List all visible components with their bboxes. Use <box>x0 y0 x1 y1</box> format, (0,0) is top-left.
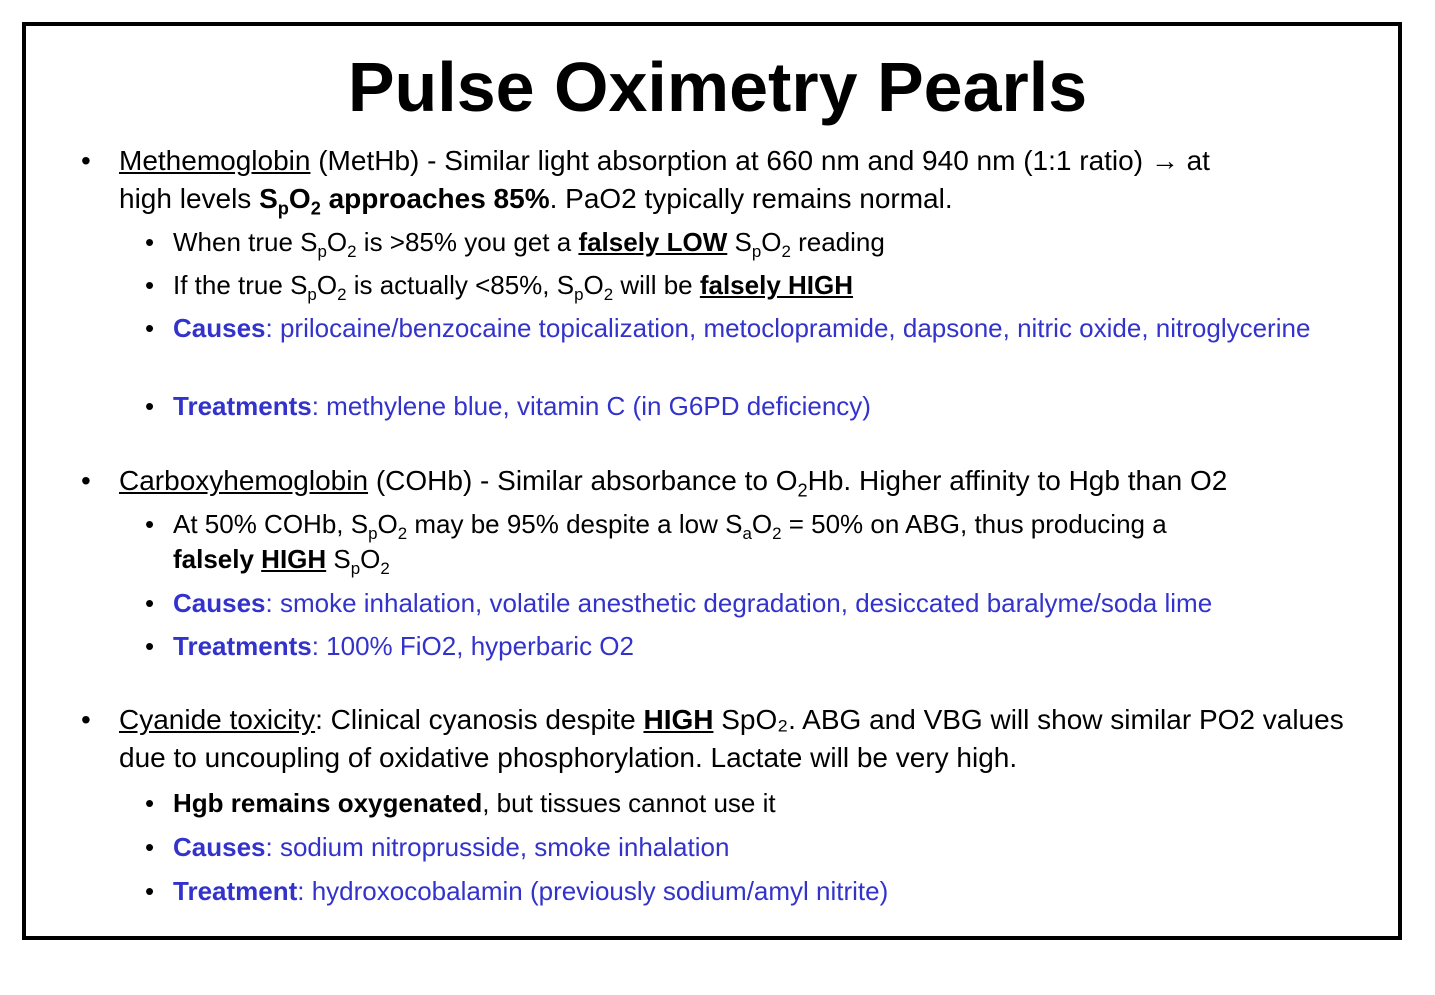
methb-causes: Causes: prilocaine/benzocaine topicaliza… <box>145 311 1383 346</box>
cyanide-causes: Causes: sodium nitroprusside, smoke inha… <box>145 830 1383 865</box>
causes-text: : sodium nitroprusside, smoke inhalation <box>265 832 730 862</box>
spo2-label: SpO2 <box>290 270 347 305</box>
methb-treatments: Treatments: methylene blue, vitamin C (i… <box>145 389 1383 424</box>
methb-line2-rest: . PaO2 typically remains normal. <box>549 183 953 214</box>
cohb-sub-falsely-high: At 50% COHb, SpO2 may be 95% despite a l… <box>145 507 1383 579</box>
spo2-label: SpO2 <box>300 227 357 262</box>
falsely-low-emphasis: falsely LOW <box>578 227 728 257</box>
cyanide-term: Cyanide toxicity <box>119 704 316 735</box>
methb-sub-falsely-low: When true SpO2 is >85% you get a falsely… <box>145 225 1383 262</box>
page-title: Pulse Oximetry Pearls <box>347 48 1088 126</box>
causes-label: Causes <box>173 588 266 618</box>
causes-label: Causes <box>173 313 266 343</box>
cyanide-sub-hgb: Hgb remains oxygenated, but tissues cann… <box>145 786 1383 821</box>
bullet-carboxyhemoglobin: Carboxyhemoglobin (COHb) - Similar absor… <box>81 462 1384 501</box>
cohb-treatments: Treatments: 100% FiO2, hyperbaric O2 <box>145 629 1383 664</box>
treatment-text: : hydroxocobalamin (previously sodium/am… <box>297 876 889 906</box>
high-emphasis: HIGH <box>643 704 714 735</box>
causes-text: : smoke inhalation, volatile anesthetic … <box>265 588 1213 618</box>
treatments-text: : 100% FiO2, hyperbaric O2 <box>311 631 634 661</box>
treatments-label: Treatments <box>173 391 312 421</box>
bullet-cyanide: Cyanide toxicity: Clinical cyanosis desp… <box>81 701 1384 777</box>
spo2-label: SpO2 <box>333 544 390 579</box>
causes-text: : prilocaine/benzocaine topicalization, … <box>265 313 1311 343</box>
slide-frame <box>22 22 1402 940</box>
methb-term: Methemoglobin <box>119 145 311 176</box>
causes-label: Causes <box>173 832 266 862</box>
methb-sub-falsely-high: If the true SpO2 is actually <85%, SpO2 … <box>145 268 1383 305</box>
treatments-label: Treatments <box>173 631 312 661</box>
treatment-label: Treatment <box>173 876 298 906</box>
cohb-term: Carboxyhemoglobin <box>119 465 369 496</box>
methb-line1: (MetHb) - Similar light absorption at 66… <box>310 145 1210 176</box>
methb-line2-pre: high levels <box>119 183 260 214</box>
falsely-high-emphasis: falsely HIGH <box>699 270 854 300</box>
bullet-methemoglobin: Methemoglobin (MetHb) - Similar light ab… <box>81 142 1384 219</box>
spo2-label: SpO2 <box>734 227 791 262</box>
spo2-label: SpO2 <box>350 509 408 544</box>
treatments-text: : methylene blue, vitamin C (in G6PD def… <box>311 391 871 421</box>
cyanide-treatment: Treatment: hydroxocobalamin (previously … <box>145 874 1383 909</box>
spo2-label: SpO2 <box>556 270 614 305</box>
sao2-label: SaO2 <box>725 509 782 544</box>
o2hb-label: O2Hb. Higher affinity to Hgb than O2 <box>775 465 1228 501</box>
methb-spo2-bold: SpO2 approaches 85% <box>259 183 550 219</box>
cohb-causes: Causes: smoke inhalation, volatile anest… <box>145 586 1383 621</box>
high-emphasis: HIGH <box>261 544 327 574</box>
